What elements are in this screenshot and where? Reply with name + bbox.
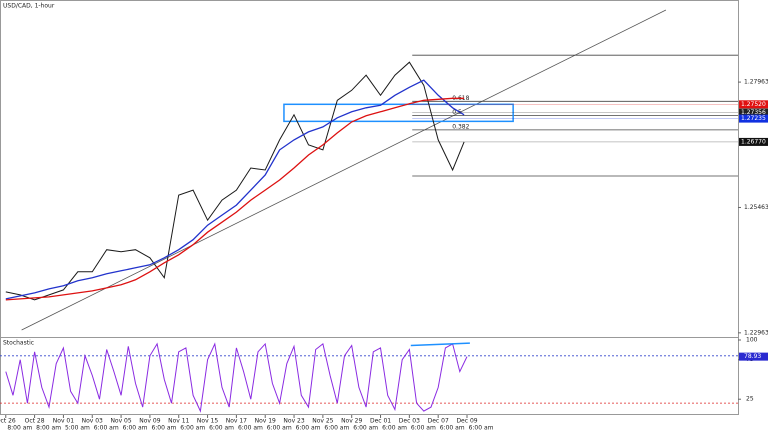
- price-tag-label: 1.27235: [741, 115, 766, 122]
- x-tick-label: Nov 01: [53, 418, 74, 425]
- x-tick-label: Dec 03: [399, 418, 420, 425]
- x-tick-label: Nov 19: [255, 418, 276, 425]
- x-tick-label: Nov 15: [197, 418, 218, 425]
- stochastic-line: [5, 342, 468, 413]
- x-tick-label: Nov 05: [110, 418, 131, 425]
- indicator-tag: [739, 352, 768, 361]
- x-tick-label: Dec 01: [370, 418, 391, 425]
- x-tick-sublabel: 6:00 am: [180, 425, 205, 432]
- x-tick-sublabel: 5:00 am: [65, 425, 90, 432]
- x-tick-sublabel: 6:00 am: [94, 425, 119, 432]
- x-tick-label: Oct 26: [0, 418, 16, 425]
- moving-average: [5, 97, 465, 301]
- x-tick-sublabel: 6:00 am: [296, 425, 321, 432]
- y-tick-label: 1.22963: [744, 329, 768, 336]
- y-tick-label: 25: [746, 396, 754, 403]
- fib-label: 0.382: [452, 123, 469, 130]
- y-tick-label: 1.25463: [744, 204, 768, 211]
- x-tick-sublabel: 6:00 am: [238, 425, 263, 432]
- zone-box: [283, 103, 514, 123]
- price-tag: [739, 108, 768, 117]
- x-tick-sublabel: 6:00 am: [123, 425, 148, 432]
- x-tick-sublabel: 6:00 am: [267, 425, 292, 432]
- trendline: [21, 9, 667, 331]
- x-tick-label: Dec 09: [456, 418, 477, 425]
- x-tick-sublabel: 8:00 am: [36, 425, 61, 432]
- price-tag-label: 1.27520: [741, 101, 766, 108]
- x-tick-label: Nov 23: [283, 418, 304, 425]
- x-tick-label: Dec 07: [428, 418, 449, 425]
- price-line: [5, 61, 465, 301]
- x-tick-sublabel: 6:00 am: [469, 425, 494, 432]
- x-tick-sublabel: 6:00 am: [209, 425, 234, 432]
- x-tick-sublabel: 6:00 am: [440, 425, 465, 432]
- indicator-title: Stochastic: [3, 340, 34, 347]
- divergence-line: [410, 342, 470, 347]
- x-tick-sublabel: 6:00 am: [324, 425, 349, 432]
- price-tag: [739, 137, 768, 146]
- x-tick-label: Nov 03: [82, 418, 103, 425]
- indicator-tag-label: 78.93: [744, 353, 761, 360]
- x-tick-sublabel: 6:00 am: [353, 425, 378, 432]
- price-tag-label: 1.27356: [741, 109, 766, 116]
- x-tick-sublabel: 6:00 am: [411, 425, 436, 432]
- x-tick-sublabel: 6:00 am: [151, 425, 176, 432]
- x-tick-sublabel: 8:00 am: [7, 425, 32, 432]
- price-tag-label: 1.26770: [741, 138, 766, 145]
- x-tick-label: Nov 17: [226, 418, 247, 425]
- x-tick-label: Oct 28: [25, 418, 45, 425]
- x-tick-label: Nov 25: [312, 418, 333, 425]
- x-tick-sublabel: 6:00 am: [382, 425, 407, 432]
- y-tick-label: 100: [746, 337, 758, 344]
- x-tick-label: Nov 11: [168, 418, 189, 425]
- x-tick-label: Nov 09: [139, 418, 160, 425]
- price-tag: [739, 100, 768, 109]
- x-tick-label: Nov 29: [341, 418, 362, 425]
- price-tag: [739, 114, 768, 123]
- chart-title: USD/CAD, 1-hour: [3, 3, 55, 10]
- y-tick-label: 1.27963: [744, 79, 768, 86]
- moving-average: [5, 79, 465, 300]
